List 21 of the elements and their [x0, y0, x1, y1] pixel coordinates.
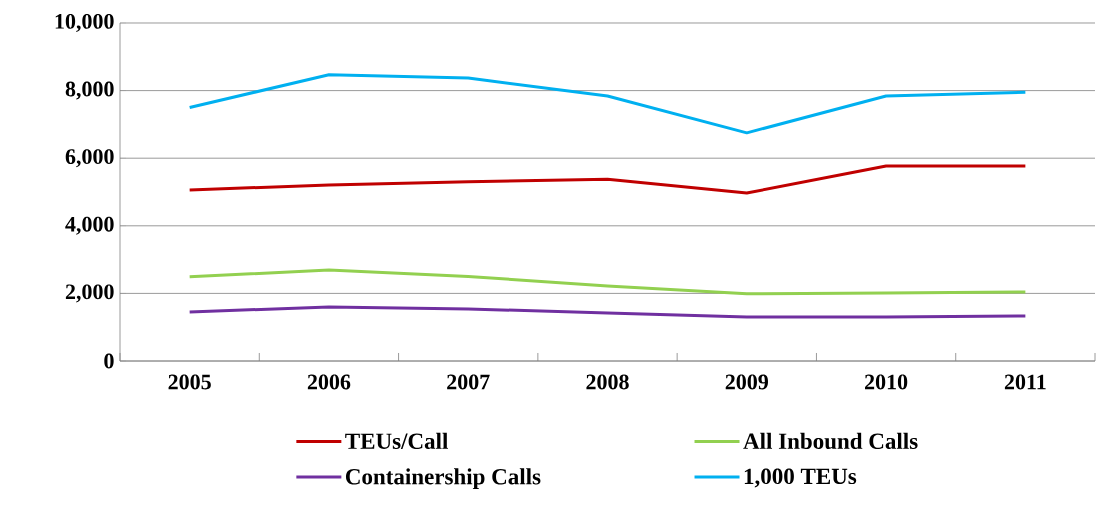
x-tick-label: 2006 — [307, 374, 351, 390]
x-tick-label: 2007 — [447, 374, 490, 390]
line-series — [188, 268, 1027, 296]
x-tick-label: 2011 — [1004, 374, 1046, 390]
x-tick-label: 2009 — [725, 374, 768, 390]
x-tick-label: 2005 — [168, 374, 211, 390]
y-tick-label: 4,000 — [65, 216, 114, 235]
legend-label: Containership Calls — [345, 468, 541, 490]
x-tick-label: 2008 — [586, 374, 629, 390]
y-tick-label: 6,000 — [65, 149, 114, 168]
y-tick-label: 10,000 — [55, 13, 114, 33]
line-series — [188, 305, 1027, 319]
x-tick-label: 2010 — [865, 374, 908, 390]
y-tick-label: 0 — [104, 353, 114, 369]
y-tick-label: 2,000 — [65, 284, 114, 303]
line-series — [188, 164, 1027, 195]
legend-label: All Inbound Calls — [743, 432, 918, 450]
line-series — [188, 73, 1027, 135]
legend-label: 1,000 TEUs — [744, 468, 857, 488]
y-tick-label: 8,000 — [65, 81, 114, 100]
legend-label: TEUs/Call — [345, 432, 448, 449]
